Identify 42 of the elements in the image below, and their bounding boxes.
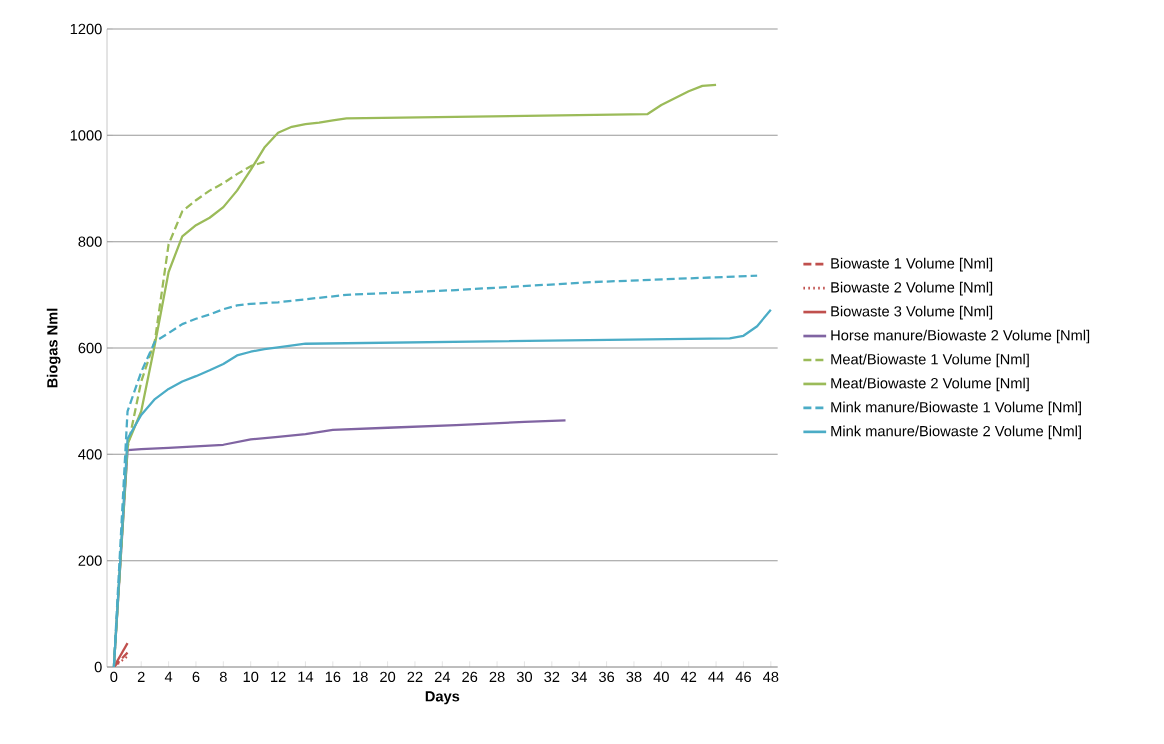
- x-tick-label: 48: [763, 671, 779, 683]
- x-tick-label: 14: [298, 671, 314, 682]
- x-tick-label: 20: [380, 671, 396, 683]
- legend-label: Mink manure/Biowaste 2 Volume [Nml]: [831, 425, 1081, 440]
- x-tick-label: 24: [434, 671, 451, 682]
- x-tick-label: 6: [192, 671, 200, 683]
- y-tick-label: 400: [78, 449, 102, 460]
- y-tick-label: 800: [78, 236, 102, 247]
- y-tick-label: 1200: [70, 23, 102, 35]
- x-tick-label: 32: [544, 671, 560, 683]
- x-tick-label: 36: [598, 671, 615, 683]
- legend-label: Mink manure/Biowaste 1 Volume [Nml]: [831, 401, 1081, 416]
- legend-label: Horse manure/Biowaste 2 Volume [Nml]: [831, 329, 1090, 344]
- x-tick-label: 38: [626, 671, 642, 683]
- x-tick-label: 30: [516, 671, 533, 683]
- y-tick-label: 600: [78, 342, 102, 354]
- x-tick-label: 16: [325, 671, 341, 683]
- x-tick-label: 44: [708, 671, 724, 682]
- x-tick-label: 2: [137, 671, 145, 682]
- x-axis-title: Days: [425, 691, 460, 705]
- x-tick-label: 8: [219, 671, 227, 683]
- x-tick-label: 18: [353, 671, 368, 683]
- x-tick-label: 26: [462, 671, 478, 683]
- legend-label: Biowaste 2 Volume [Nml]: [831, 281, 993, 296]
- y-tick-label: 200: [78, 555, 102, 566]
- x-tick-label: 22: [407, 671, 423, 682]
- x-tick-label: 46: [735, 671, 751, 683]
- legend-label: Meat/Biowaste 1 Volume [Nml]: [831, 353, 1029, 368]
- x-tick-label: 42: [680, 671, 697, 682]
- x-tick-label: 28: [489, 671, 505, 683]
- x-tick-label: 34: [571, 671, 587, 683]
- y-tick-label: 0: [94, 661, 102, 673]
- x-tick-label: 40: [653, 671, 669, 683]
- y-tick-label: 1000: [70, 130, 102, 141]
- x-tick-label: 10: [243, 671, 259, 683]
- x-tick-label: 12: [271, 671, 286, 682]
- legend-label: Meat/Biowaste 2 Volume [Nml]: [831, 377, 1029, 392]
- legend-label: Biowaste 1 Volume [Nml]: [831, 257, 993, 272]
- x-tick-label: 4: [164, 671, 173, 682]
- legend-label: Biowaste 3 Volume [Nml]: [831, 305, 993, 320]
- x-tick-label: 0: [110, 671, 118, 683]
- y-axis-title: Biogas Nml: [46, 308, 61, 388]
